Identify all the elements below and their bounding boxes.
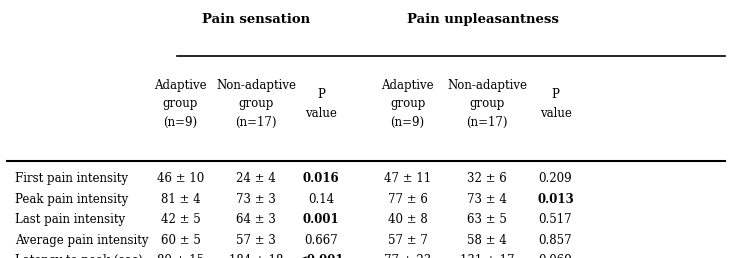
Text: 131 ± 17: 131 ± 17 (460, 254, 514, 258)
Text: 0.069: 0.069 (539, 254, 573, 258)
Text: 0.016: 0.016 (302, 172, 339, 185)
Text: Latency to peak (sec): Latency to peak (sec) (15, 254, 142, 258)
Text: 0.667: 0.667 (304, 234, 338, 247)
Text: 32 ± 6: 32 ± 6 (467, 172, 507, 185)
Text: 0.857: 0.857 (539, 234, 573, 247)
Text: 24 ± 4: 24 ± 4 (236, 172, 276, 185)
Text: Non-adaptive
group
(n=17): Non-adaptive group (n=17) (447, 79, 527, 129)
Text: 184 ± 18: 184 ± 18 (229, 254, 283, 258)
Text: P
value: P value (305, 88, 337, 120)
Text: Pain sensation: Pain sensation (202, 13, 311, 26)
Text: 63 ± 5: 63 ± 5 (467, 213, 507, 226)
Text: Pain unpleasantness: Pain unpleasantness (408, 13, 559, 26)
Text: 77 ± 6: 77 ± 6 (388, 193, 428, 206)
Text: 42 ± 5: 42 ± 5 (160, 213, 200, 226)
Text: Adaptive
group
(n=9): Adaptive group (n=9) (154, 79, 207, 129)
Text: Peak pain intensity: Peak pain intensity (15, 193, 128, 206)
Text: 80 ± 15: 80 ± 15 (157, 254, 204, 258)
Text: 77 ± 23: 77 ± 23 (384, 254, 431, 258)
Text: 57 ± 7: 57 ± 7 (388, 234, 428, 247)
Text: Adaptive
group
(n=9): Adaptive group (n=9) (381, 79, 434, 129)
Text: 73 ± 3: 73 ± 3 (236, 193, 276, 206)
Text: 0.209: 0.209 (539, 172, 573, 185)
Text: Last pain intensity: Last pain intensity (15, 213, 124, 226)
Text: 58 ± 4: 58 ± 4 (467, 234, 507, 247)
Text: 57 ± 3: 57 ± 3 (236, 234, 276, 247)
Text: 40 ± 8: 40 ± 8 (388, 213, 428, 226)
Text: Average pain intensity: Average pain intensity (15, 234, 148, 247)
Text: 0.517: 0.517 (539, 213, 573, 226)
Text: 0.013: 0.013 (537, 193, 574, 206)
Text: First pain intensity: First pain intensity (15, 172, 127, 185)
Text: 64 ± 3: 64 ± 3 (236, 213, 276, 226)
Text: 46 ± 10: 46 ± 10 (157, 172, 204, 185)
Text: Non-adaptive
group
(n=17): Non-adaptive group (n=17) (216, 79, 296, 129)
Text: 81 ± 4: 81 ± 4 (160, 193, 200, 206)
Text: 73 ± 4: 73 ± 4 (467, 193, 507, 206)
Text: 0.14: 0.14 (308, 193, 334, 206)
Text: 60 ± 5: 60 ± 5 (160, 234, 200, 247)
Text: 0.001: 0.001 (302, 213, 339, 226)
Text: P
value: P value (539, 88, 571, 120)
Text: 47 ± 11: 47 ± 11 (384, 172, 431, 185)
Text: <0.001: <0.001 (298, 254, 344, 258)
